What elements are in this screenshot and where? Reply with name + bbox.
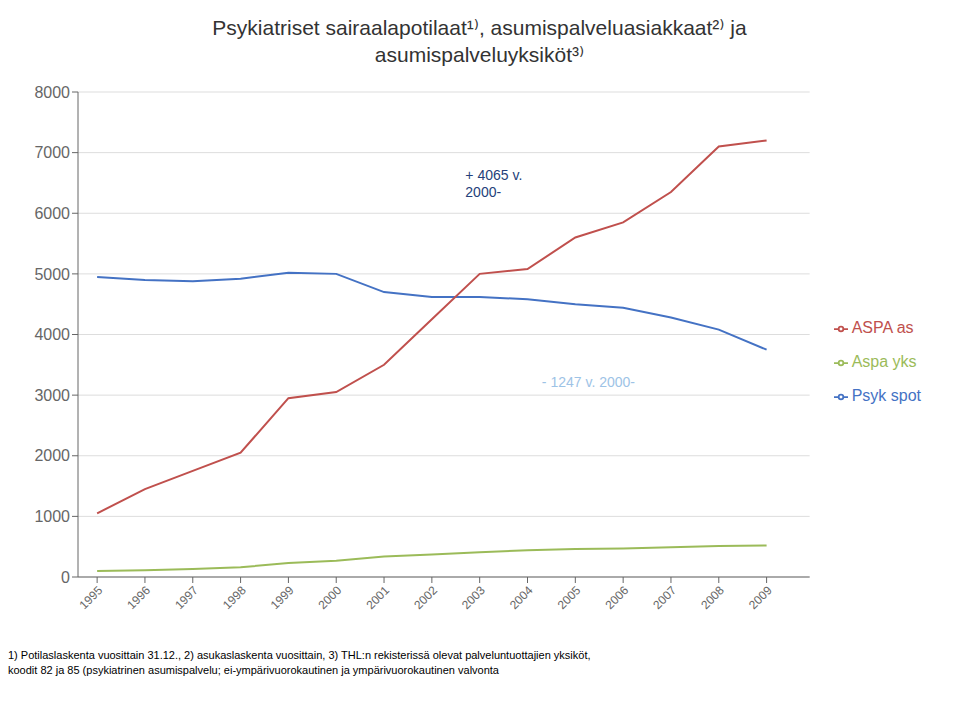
svg-text:6000: 6000 bbox=[34, 205, 70, 222]
svg-text:2001: 2001 bbox=[363, 583, 392, 612]
svg-text:1995: 1995 bbox=[76, 583, 105, 612]
svg-text:1997: 1997 bbox=[172, 583, 201, 612]
svg-text:0: 0 bbox=[61, 569, 70, 586]
svg-text:3000: 3000 bbox=[34, 387, 70, 404]
html-text:Aspa yks: Aspa yks bbox=[851, 353, 917, 370]
html-text:Psyk spot: Psyk spot bbox=[851, 387, 921, 404]
svg-text:2009: 2009 bbox=[746, 583, 775, 612]
svg-text:5000: 5000 bbox=[34, 266, 70, 283]
svg-text:+ 4065 v.2000-: + 4065 v.2000- bbox=[465, 167, 522, 200]
svg-text:2007: 2007 bbox=[650, 583, 679, 612]
html-text:Psykiatriset sairaalapotilaat¹: Psykiatriset sairaalapotilaat¹⁾, asumisp… bbox=[212, 16, 747, 39]
svg-text:1999: 1999 bbox=[268, 583, 297, 612]
svg-text:1000: 1000 bbox=[34, 508, 70, 525]
svg-text:2000: 2000 bbox=[34, 447, 70, 464]
svg-text:2006: 2006 bbox=[603, 583, 632, 612]
svg-text:8000: 8000 bbox=[34, 84, 70, 101]
svg-text:2002: 2002 bbox=[411, 583, 440, 612]
svg-text:2005: 2005 bbox=[555, 583, 584, 612]
svg-text:4000: 4000 bbox=[34, 326, 70, 343]
svg-text:- 1247 v. 2000-: - 1247 v. 2000- bbox=[542, 374, 635, 390]
svg-text:1998: 1998 bbox=[220, 583, 249, 612]
html-text:asumispalveluyksiköt³⁾: asumispalveluyksiköt³⁾ bbox=[374, 43, 585, 66]
svg-text:2003: 2003 bbox=[459, 583, 488, 612]
svg-text:2000: 2000 bbox=[316, 583, 345, 612]
svg-text:2008: 2008 bbox=[698, 583, 727, 612]
html-text:ASPA as: ASPA as bbox=[851, 319, 914, 336]
html-text:koodit 82 ja 85 (psykiatrinen: koodit 82 ja 85 (psykiatrinen asumispalv… bbox=[8, 664, 499, 676]
html-text:1) Potilaslaskenta vuosittain: 1) Potilaslaskenta vuosittain 31.12., 2)… bbox=[8, 649, 591, 661]
svg-text:2004: 2004 bbox=[507, 583, 536, 612]
svg-text:7000: 7000 bbox=[34, 144, 70, 161]
svg-text:1996: 1996 bbox=[124, 583, 153, 612]
